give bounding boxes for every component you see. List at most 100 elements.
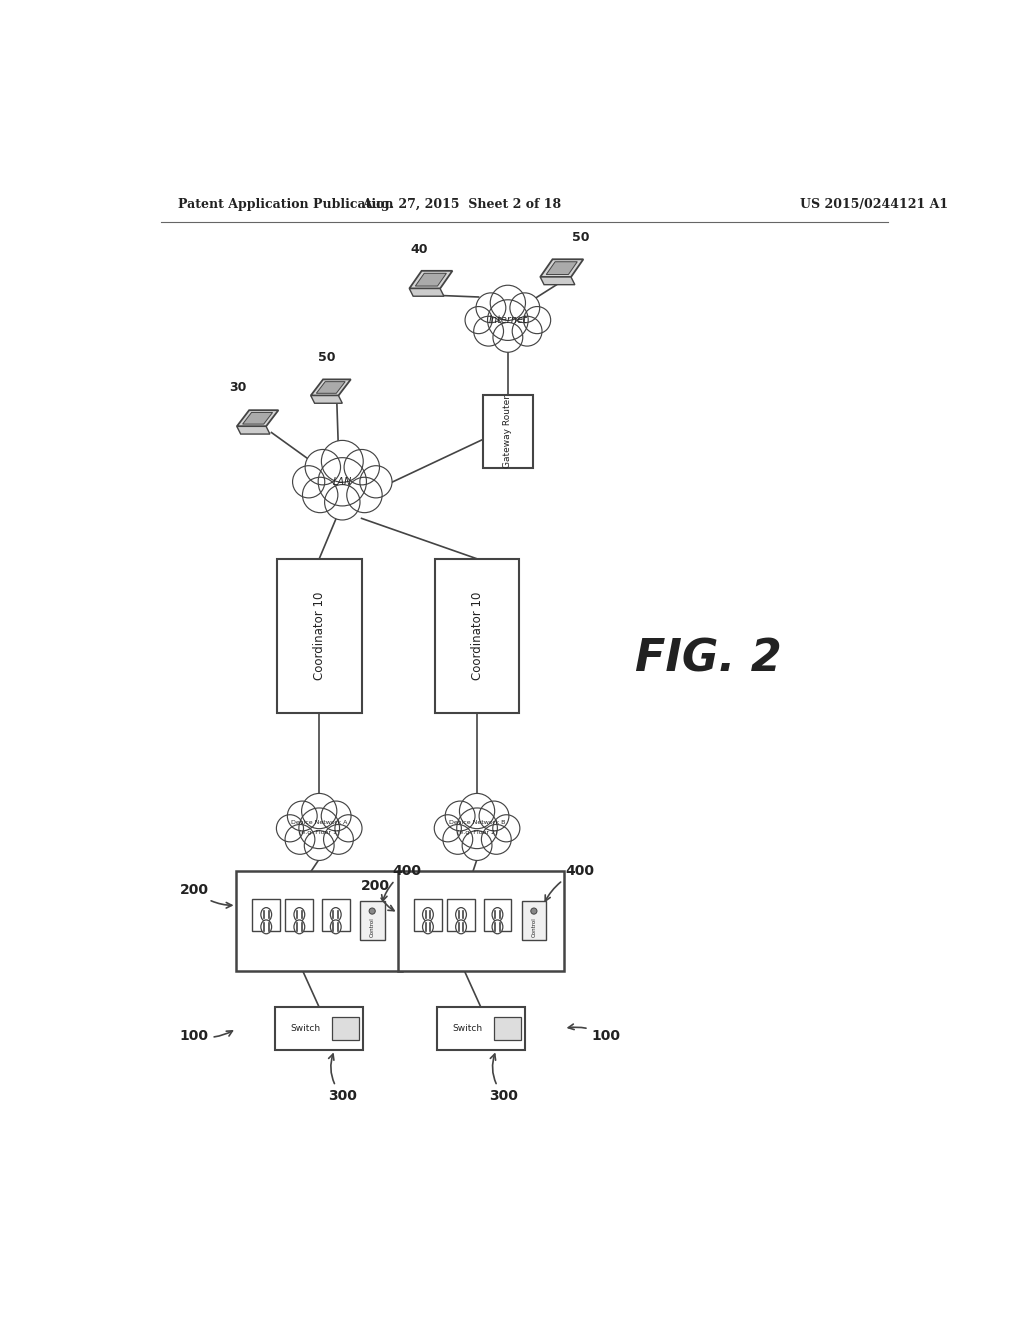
Text: Switch: Switch <box>453 1024 482 1034</box>
Polygon shape <box>546 261 578 275</box>
Circle shape <box>460 793 495 829</box>
Text: 300: 300 <box>328 1055 356 1104</box>
Circle shape <box>288 801 317 830</box>
Ellipse shape <box>423 920 433 933</box>
Circle shape <box>462 830 492 861</box>
Text: 100: 100 <box>568 1024 621 1043</box>
Bar <box>414 899 441 932</box>
Bar <box>359 902 384 940</box>
Text: Switch: Switch <box>291 1024 321 1034</box>
Bar <box>322 899 349 932</box>
Polygon shape <box>310 379 351 396</box>
Circle shape <box>434 814 462 842</box>
Circle shape <box>510 293 540 322</box>
Circle shape <box>465 306 493 334</box>
Polygon shape <box>541 259 584 277</box>
Bar <box>237 871 402 970</box>
Text: 30: 30 <box>229 381 247 395</box>
Circle shape <box>359 466 392 498</box>
Text: Internet: Internet <box>488 315 527 325</box>
Circle shape <box>293 466 325 498</box>
Circle shape <box>302 793 337 829</box>
Circle shape <box>479 801 509 830</box>
Polygon shape <box>410 289 444 296</box>
Circle shape <box>523 306 551 334</box>
Text: 200: 200 <box>179 883 231 908</box>
Circle shape <box>481 825 511 854</box>
Circle shape <box>324 825 353 854</box>
Circle shape <box>335 814 362 842</box>
Text: (e.g. Floor 2): (e.g. Floor 2) <box>457 830 498 834</box>
Circle shape <box>443 825 473 854</box>
Text: Control: Control <box>531 917 537 937</box>
Circle shape <box>474 317 504 346</box>
Bar <box>483 899 511 932</box>
Circle shape <box>302 478 338 512</box>
Circle shape <box>318 458 367 506</box>
Text: (e.g. Floor 1): (e.g. Floor 1) <box>299 830 339 834</box>
Text: Patent Application Publication: Patent Application Publication <box>178 198 394 211</box>
Circle shape <box>347 478 382 512</box>
Circle shape <box>369 908 375 915</box>
Circle shape <box>299 808 340 849</box>
Bar <box>447 899 475 932</box>
Circle shape <box>344 450 380 484</box>
Text: Device Network B: Device Network B <box>449 820 505 825</box>
Circle shape <box>512 317 542 346</box>
Circle shape <box>285 825 314 854</box>
Circle shape <box>493 814 520 842</box>
Polygon shape <box>410 271 453 289</box>
Bar <box>521 902 546 940</box>
Text: Control: Control <box>370 917 375 937</box>
Circle shape <box>305 450 341 484</box>
Circle shape <box>530 908 537 915</box>
Ellipse shape <box>456 908 467 921</box>
Text: 400: 400 <box>545 863 595 902</box>
Polygon shape <box>541 277 574 285</box>
Ellipse shape <box>493 920 503 933</box>
Ellipse shape <box>456 920 467 933</box>
Text: US 2015/0244121 A1: US 2015/0244121 A1 <box>801 198 948 211</box>
Circle shape <box>490 285 525 321</box>
Text: 300: 300 <box>489 1055 518 1104</box>
Text: Gateway Router: Gateway Router <box>504 395 512 469</box>
Polygon shape <box>416 273 446 286</box>
Bar <box>276 558 361 713</box>
Text: Coordinator 10: Coordinator 10 <box>471 591 483 680</box>
Circle shape <box>325 484 360 520</box>
Circle shape <box>322 441 364 482</box>
Bar <box>495 1016 521 1040</box>
Text: 40: 40 <box>411 243 428 256</box>
Ellipse shape <box>331 908 341 921</box>
Ellipse shape <box>261 920 271 933</box>
Circle shape <box>445 801 475 830</box>
Polygon shape <box>243 412 272 424</box>
Text: FIG. 2: FIG. 2 <box>635 638 781 680</box>
Text: Device Network A: Device Network A <box>291 820 347 825</box>
Polygon shape <box>237 426 270 434</box>
Bar <box>286 899 313 932</box>
Bar <box>252 899 281 932</box>
Circle shape <box>487 300 528 341</box>
Ellipse shape <box>331 920 341 933</box>
Circle shape <box>457 808 498 849</box>
Bar <box>333 1016 359 1040</box>
Ellipse shape <box>294 920 305 933</box>
Bar <box>274 1007 364 1049</box>
Circle shape <box>304 830 334 861</box>
Text: 200: 200 <box>360 879 394 911</box>
Text: 50: 50 <box>572 231 590 244</box>
Polygon shape <box>316 381 345 393</box>
Ellipse shape <box>261 908 271 921</box>
Ellipse shape <box>294 908 305 921</box>
Bar <box>483 395 532 469</box>
Bar <box>435 558 519 713</box>
Circle shape <box>276 814 303 842</box>
Text: 100: 100 <box>179 1030 232 1043</box>
Circle shape <box>493 322 523 352</box>
Bar <box>436 1007 525 1049</box>
Ellipse shape <box>423 908 433 921</box>
Text: LAN: LAN <box>333 477 352 487</box>
Circle shape <box>476 293 506 322</box>
Polygon shape <box>237 411 279 426</box>
